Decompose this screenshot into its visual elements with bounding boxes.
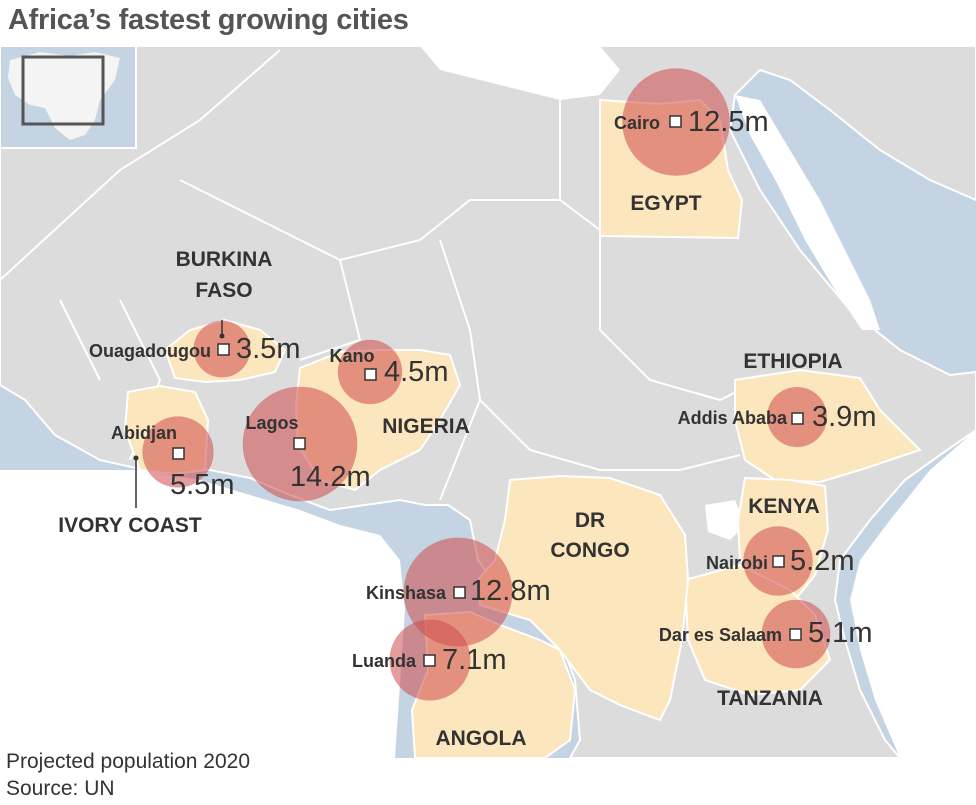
marker-cairo xyxy=(669,115,682,128)
city-name-addis-ababa: Addis Ababa xyxy=(678,408,788,428)
label-tanzania: TANZANIA xyxy=(717,687,823,710)
red-sea xyxy=(735,95,880,330)
label-dr-congo-1: DR xyxy=(575,509,605,532)
label-burkina-2: FASO xyxy=(195,279,252,302)
label-ethiopia: ETHIOPIA xyxy=(743,350,842,373)
population-abidjan: 5.5m xyxy=(170,469,234,501)
label-dr-congo-2: CONGO xyxy=(550,539,629,562)
population-cairo: 12.5m xyxy=(688,106,769,138)
inset-land xyxy=(8,52,120,140)
city-name-nairobi: Nairobi xyxy=(706,553,768,573)
city-name-ouagadougou: Ouagadougou xyxy=(89,341,211,361)
city-name-kano: Kano xyxy=(330,346,375,366)
lake-victoria xyxy=(705,500,745,540)
population-kinshasa: 12.8m xyxy=(470,575,551,607)
inset-frame xyxy=(21,55,105,126)
gulf-of-guinea xyxy=(0,470,405,758)
marker-luanda xyxy=(423,654,436,667)
city-name-kinshasa: Kinshasa xyxy=(366,583,447,603)
city-name-abidjan: Abidjan xyxy=(111,423,177,443)
population-nairobi: 5.2m xyxy=(790,545,854,577)
label-ivory-coast: IVORY COAST xyxy=(58,514,202,537)
map: EGYPT BURKINA FASO NIGERIA ETHIOPIA IVOR… xyxy=(0,46,976,758)
label-kenya: KENYA xyxy=(748,495,820,518)
population-ouagadougou: 3.5m xyxy=(236,333,300,365)
label-egypt: EGYPT xyxy=(630,192,701,215)
marker-abidjan xyxy=(172,447,185,460)
label-nigeria: NIGERIA xyxy=(382,415,470,438)
label-angola: ANGOLA xyxy=(436,727,527,750)
marker-lagos xyxy=(293,437,306,450)
marker-dar-es-salaam xyxy=(789,628,802,641)
burkina-dot xyxy=(219,333,225,339)
city-markers xyxy=(172,115,804,667)
footer-source: Source: UN xyxy=(6,777,115,800)
page-title: Africa’s fastest growing cities xyxy=(8,4,409,36)
indian-ocean xyxy=(850,430,976,758)
marker-kinshasa xyxy=(453,586,466,599)
population-kano: 4.5m xyxy=(384,356,448,388)
population-addis-ababa: 3.9m xyxy=(812,401,876,433)
city-name-cairo: Cairo xyxy=(614,113,660,133)
mediterranean xyxy=(420,46,620,100)
city-name-lagos: Lagos xyxy=(245,413,298,433)
marker-addis-ababa xyxy=(791,412,804,425)
country-borders xyxy=(0,49,761,501)
marker-nairobi xyxy=(772,555,785,568)
population-dar-es-salaam: 5.1m xyxy=(808,617,872,649)
city-name-luanda: Luanda xyxy=(352,651,417,671)
city-name-dar-es-salaam: Dar es Salaam xyxy=(659,625,782,645)
ivory-coast-dot xyxy=(133,455,139,461)
population-lagos: 14.2m xyxy=(290,461,371,493)
footer-note: Projected population 2020 xyxy=(6,750,251,773)
population-luanda: 7.1m xyxy=(442,644,506,676)
locator-inset xyxy=(0,46,137,149)
marker-ouagadougou xyxy=(217,343,230,356)
label-burkina-1: BURKINA xyxy=(176,248,273,271)
marker-kano xyxy=(364,368,377,381)
